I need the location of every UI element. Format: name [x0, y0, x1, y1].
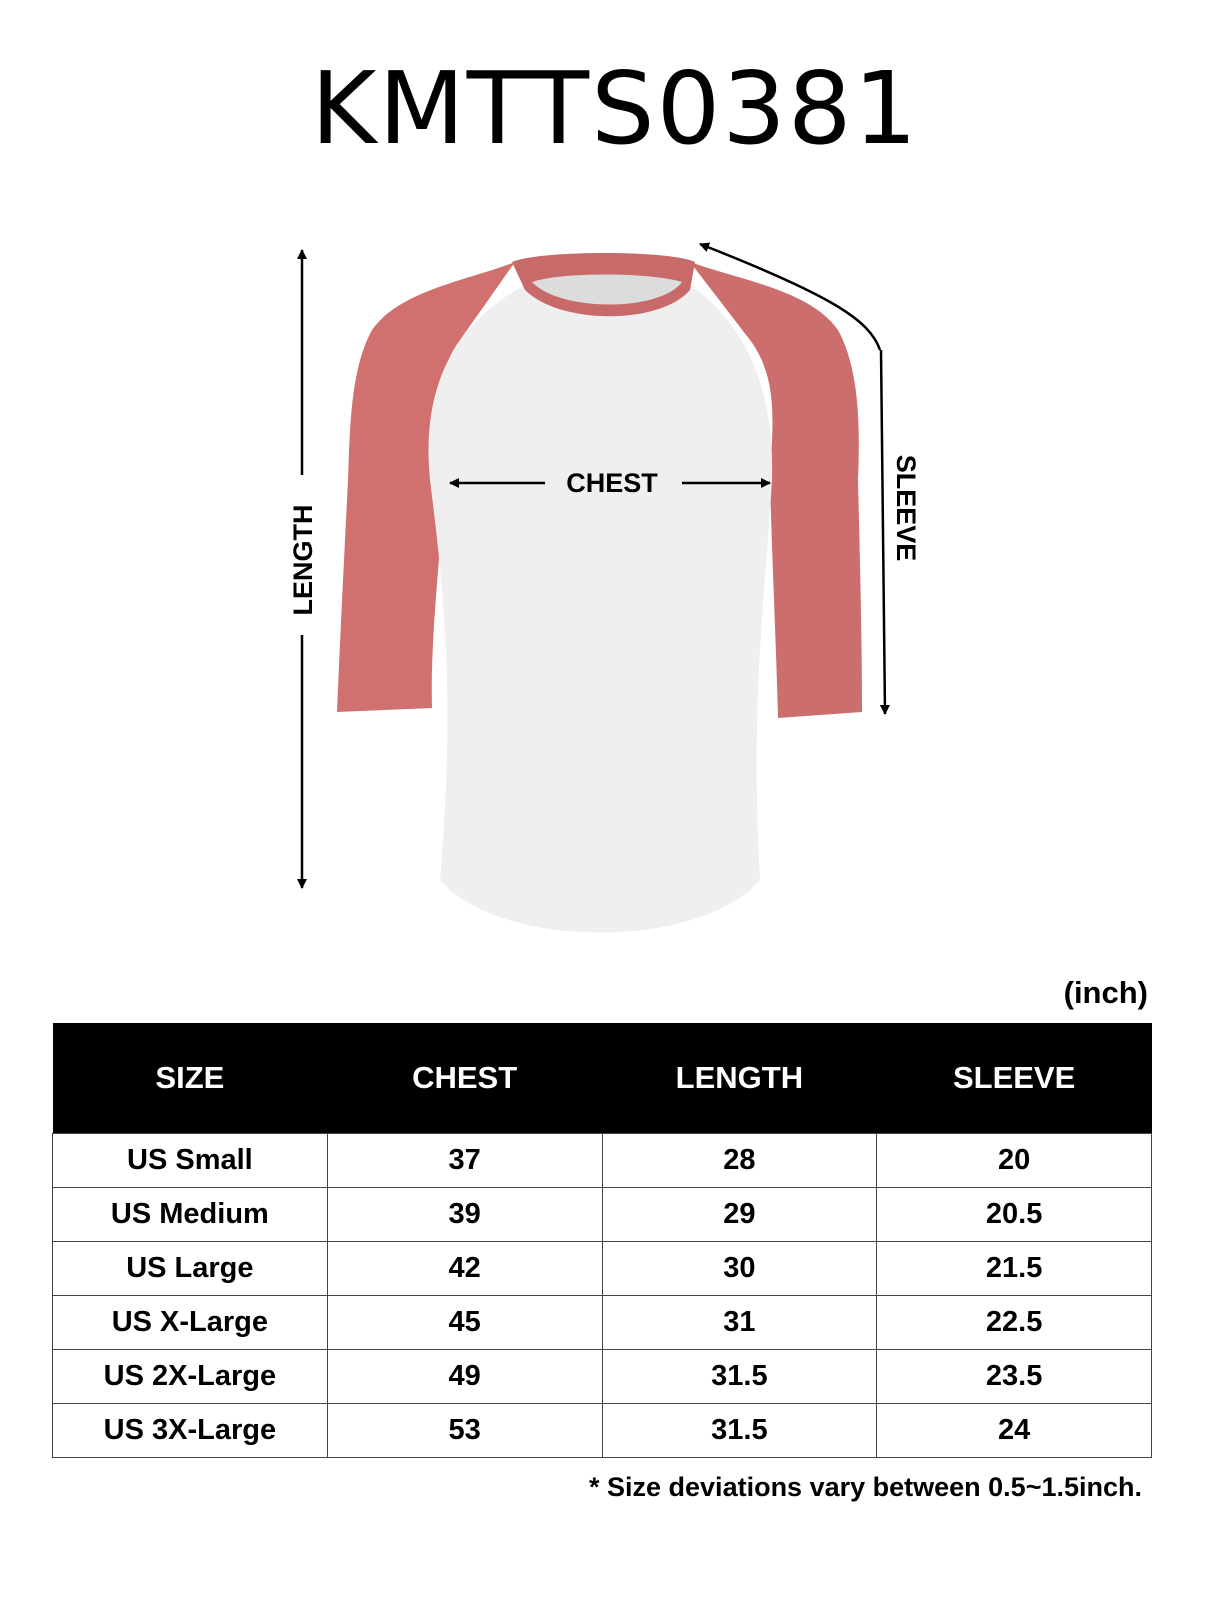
- cell-sleeve: 24: [876, 1403, 1152, 1458]
- size-table: SIZE CHEST LENGTH SLEEVE US Small 37 28 20 …: [52, 1023, 1152, 1458]
- cell-size: US Medium: [52, 1187, 328, 1242]
- cell-chest: 49: [326, 1349, 603, 1404]
- table-row: US 2X-Large 49 31.5 23.5: [52, 1349, 1152, 1404]
- chest-label: CHEST: [566, 468, 658, 498]
- cell-length: 31.5: [601, 1349, 878, 1404]
- table-row: US Large 42 30 21.5: [52, 1241, 1152, 1296]
- cell-length: 31: [601, 1295, 878, 1350]
- cell-sleeve: 20: [876, 1133, 1152, 1188]
- cell-size: US Large: [52, 1241, 328, 1296]
- right-sleeve: [690, 262, 862, 718]
- cell-length: 30: [601, 1241, 878, 1296]
- shirt-diagram: CHEST LENGTH SLEEVE: [288, 242, 921, 933]
- cell-chest: 42: [326, 1241, 603, 1296]
- cell-chest: 53: [326, 1403, 603, 1458]
- sleeve-label: SLEEVE: [891, 455, 921, 562]
- left-sleeve: [337, 262, 515, 712]
- cell-size: US Small: [52, 1133, 328, 1188]
- cell-length: 29: [601, 1187, 878, 1242]
- table-row: US X-Large 45 31 22.5: [52, 1295, 1152, 1350]
- shirt-body: [428, 285, 773, 933]
- cell-sleeve: 22.5: [876, 1295, 1152, 1350]
- cell-length: 28: [601, 1133, 878, 1188]
- cell-length: 31.5: [601, 1403, 878, 1458]
- table-row: US 3X-Large 53 31.5 24: [52, 1403, 1152, 1458]
- cell-sleeve: 20.5: [876, 1187, 1152, 1242]
- cell-chest: 39: [326, 1187, 603, 1242]
- product-code-title: KMTTS0381: [310, 50, 920, 167]
- cell-size: US 3X-Large: [52, 1403, 328, 1458]
- table-header-row: SIZE CHEST LENGTH SLEEVE: [52, 1023, 1152, 1134]
- cell-size: US X-Large: [52, 1295, 328, 1350]
- cell-size: US 2X-Large: [52, 1349, 328, 1404]
- header-chest: CHEST: [327, 1023, 602, 1134]
- cell-sleeve: 21.5: [876, 1241, 1152, 1296]
- cell-chest: 37: [326, 1133, 603, 1188]
- unit-label: (inch): [1063, 975, 1148, 1010]
- table-row: US Medium 39 29 20.5: [52, 1187, 1152, 1242]
- length-label: LENGTH: [288, 505, 318, 616]
- header-size: SIZE: [52, 1023, 328, 1134]
- sleeve-arrow-top: [699, 242, 882, 351]
- sleeve-arrow-down: [879, 349, 890, 715]
- header-length: LENGTH: [602, 1023, 877, 1134]
- cell-sleeve: 23.5: [876, 1349, 1152, 1404]
- table-row: US Small 37 28 20: [52, 1133, 1152, 1188]
- header-sleeve: SLEEVE: [876, 1023, 1152, 1134]
- size-deviation-note: * Size deviations vary between 0.5~1.5in…: [589, 1472, 1142, 1502]
- cell-chest: 45: [326, 1295, 603, 1350]
